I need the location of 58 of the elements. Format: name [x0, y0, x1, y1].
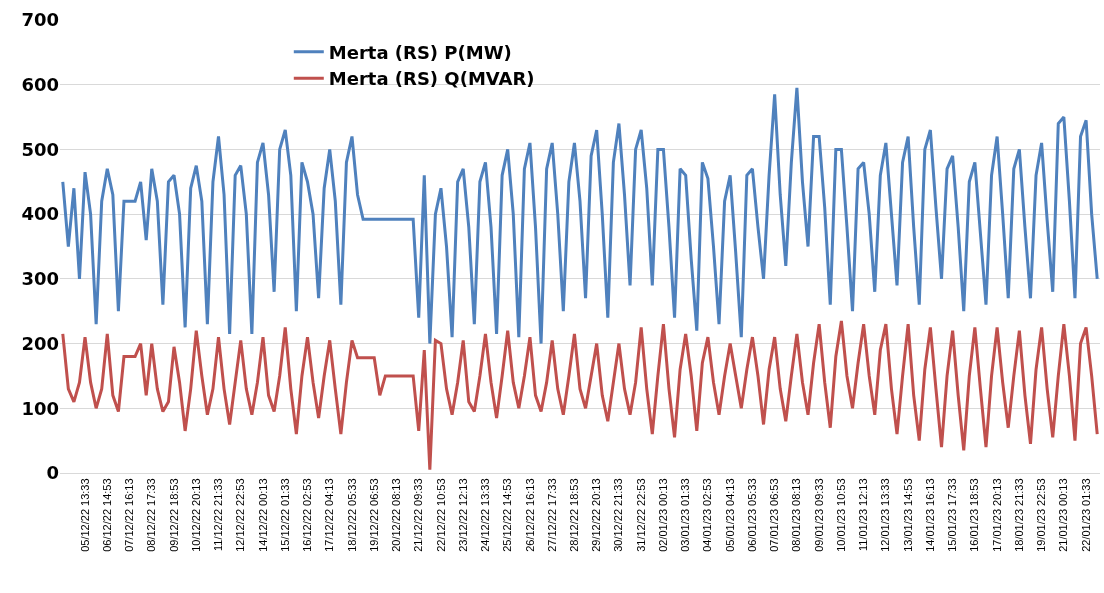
y-tick-label: 700 [21, 9, 59, 31]
y-tick-label: 0 [46, 462, 59, 484]
x-tick-label: 07/12/22 16:13 [123, 478, 136, 552]
y-tick-label: 100 [21, 397, 59, 419]
x-tick-label: 27/12/22 17:33 [545, 478, 558, 552]
x-tick-label: 06/12/22 14:53 [100, 478, 113, 552]
line-series [61, 319, 1099, 472]
x-tick-label: 02/01/23 00:13 [656, 478, 669, 552]
x-tick-label: 12/12/22 22:53 [234, 478, 247, 552]
x-tick-label: 09/12/22 18:53 [167, 478, 180, 552]
y-tick-label: 300 [21, 268, 59, 290]
x-tick-label: 08/12/22 17:33 [145, 478, 158, 552]
x-tick-label: 19/01/23 22:53 [1035, 478, 1048, 552]
x-tick-label: 28/12/22 18:53 [568, 478, 581, 552]
x-tick-label: 11/12/22 21:33 [212, 478, 225, 551]
x-tick-label: 07/01/23 06:53 [768, 478, 781, 552]
x-tick-label: 13/01/23 14:53 [901, 478, 914, 552]
x-tick-label: 15/12/22 01:33 [278, 478, 291, 552]
x-tick-label: 18/01/23 21:33 [1012, 478, 1025, 552]
line-series [61, 86, 1099, 346]
x-tick-label: 03/01/23 01:33 [679, 478, 692, 552]
legend-label: Merta (RS) Q(MVAR) [328, 68, 535, 90]
x-tick-label: 11/01/23 12:13 [857, 478, 870, 551]
x-tick-label: 18/12/22 05:33 [345, 478, 358, 552]
x-tick-label: 10/12/22 20:13 [189, 478, 202, 552]
y-tick-label: 200 [21, 332, 59, 354]
x-tick-label: 25/12/22 14:53 [501, 478, 514, 552]
x-tick-label: 17/12/22 04:13 [323, 478, 336, 552]
x-tick-label: 24/12/22 13:33 [479, 478, 492, 552]
x-tick-label: 09/01/23 09:33 [812, 478, 825, 552]
x-tick-label: 23/12/22 12:13 [456, 478, 469, 552]
x-tick-label: 21/12/22 09:33 [412, 478, 425, 552]
x-tick-label: 16/01/23 18:53 [968, 478, 981, 552]
y-tick-label: 400 [21, 203, 59, 225]
x-tick-label: 22/12/22 10:53 [434, 478, 447, 552]
x-tick-label: 14/12/22 00:13 [256, 478, 269, 552]
x-tick-label: 21/01/23 00:13 [1057, 478, 1070, 552]
x-tick-label: 12/01/23 13:33 [879, 478, 892, 552]
x-tick-label: 19/12/22 06:53 [367, 478, 380, 552]
x-tick-label: 30/12/22 21:33 [612, 478, 625, 552]
x-tick-label: 22/01/23 01:33 [1079, 478, 1092, 552]
legend-label: Merta (RS) P(MW) [328, 41, 512, 63]
x-tick-label: 20/12/22 08:13 [390, 478, 403, 552]
x-tick-label: 08/01/23 08:13 [790, 478, 803, 552]
x-tick-label: 04/01/23 02:53 [701, 478, 714, 552]
x-tick-label: 26/12/22 16:13 [523, 478, 536, 552]
y-tick-label: 600 [21, 74, 59, 96]
x-tick-label: 05/01/23 04:13 [723, 478, 736, 552]
x-tick-label: 17/01/23 20:13 [990, 478, 1003, 552]
x-tick-label: 31/12/22 22:53 [634, 478, 647, 552]
x-tick-label: 15/01/23 17:33 [946, 478, 959, 552]
x-tick-label: 05/12/22 13:33 [78, 478, 91, 552]
x-tick-label: 06/01/23 05:33 [745, 478, 758, 552]
y-tick-label: 500 [21, 138, 59, 160]
x-tick-label: 10/01/23 10:53 [834, 478, 847, 552]
x-tick-label: 14/01/23 16:13 [923, 478, 936, 552]
x-tick-label: 16/12/22 02:53 [301, 478, 314, 552]
x-tick-label: 29/12/22 20:13 [590, 478, 603, 552]
